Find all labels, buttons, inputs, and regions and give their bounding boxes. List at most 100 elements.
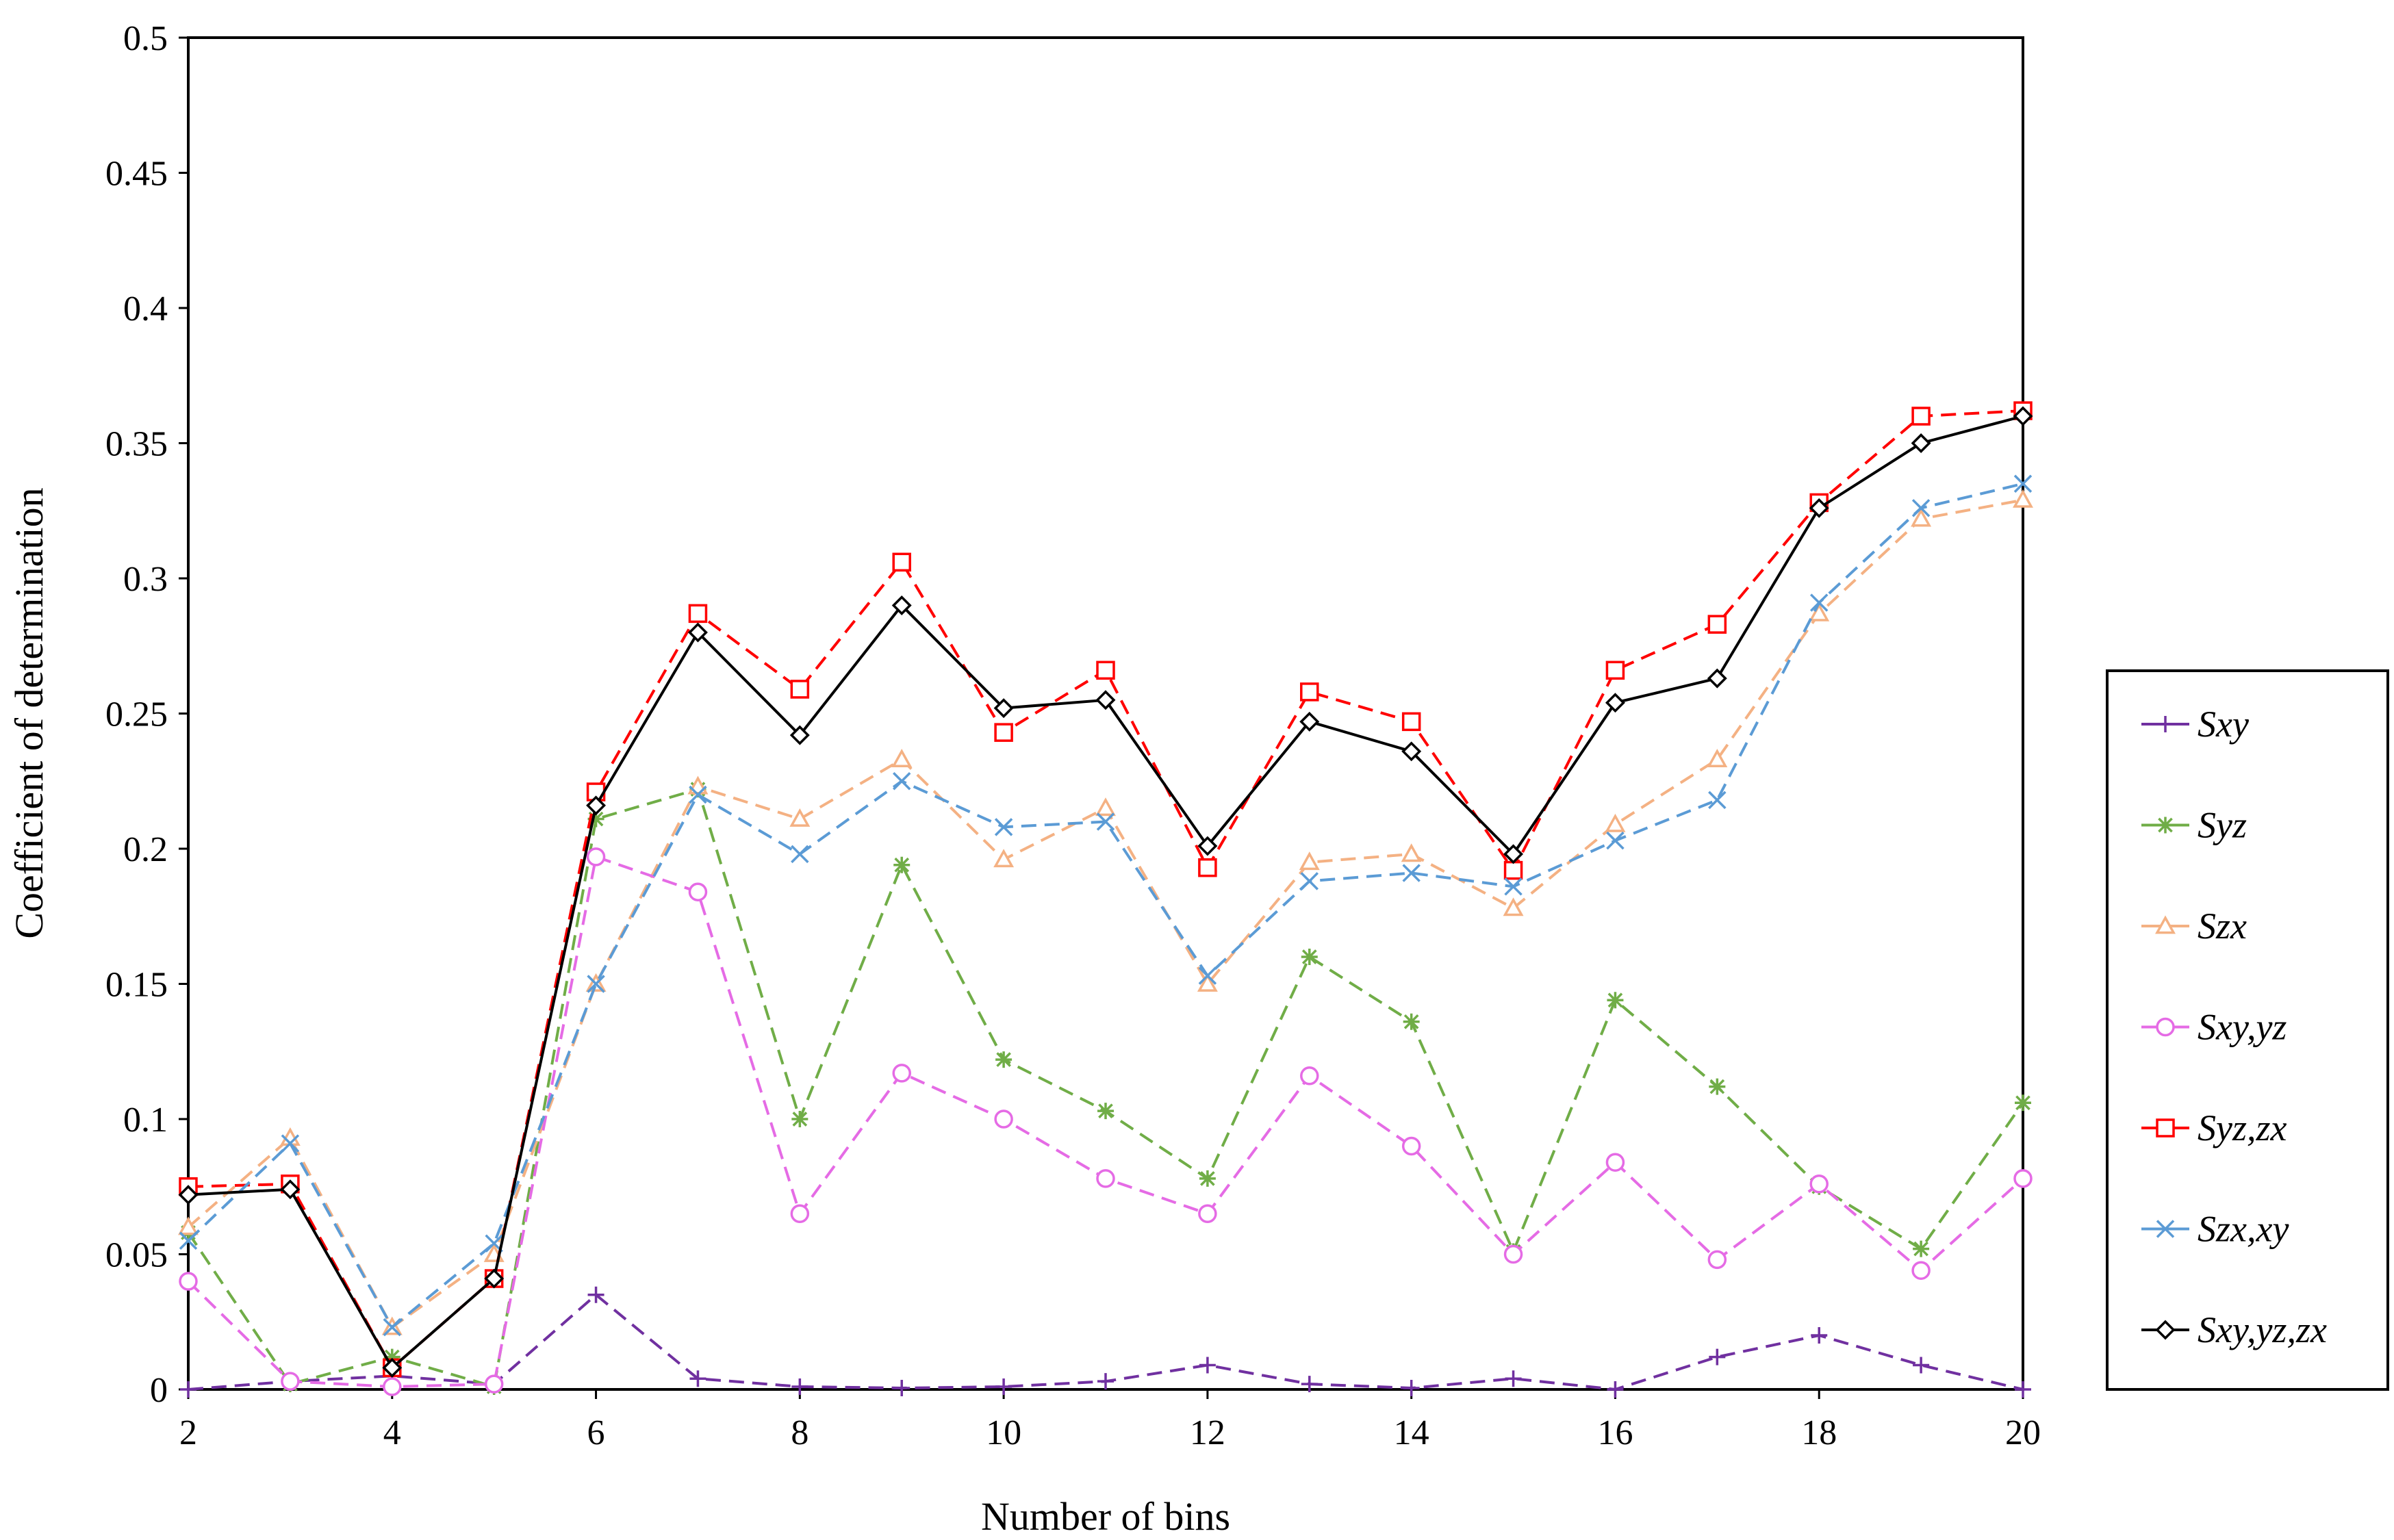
data-point: [994, 1109, 1013, 1129]
y-tick-label: 0.3: [123, 560, 168, 599]
data-point: [892, 772, 911, 791]
data-point: [791, 845, 809, 864]
x-tick-label: 8: [791, 1413, 808, 1452]
data-point: [791, 1111, 808, 1127]
data-point: [1095, 797, 1116, 817]
data-point: [1301, 949, 1318, 965]
data-point: [2013, 1169, 2033, 1188]
data-point: [1300, 872, 1319, 890]
legend-marker: [2156, 1220, 2175, 1238]
data-point: [1606, 831, 1625, 850]
data-point: [995, 1378, 1013, 1396]
legend-marker: [2155, 1320, 2176, 1340]
y-tick-label: 0.35: [105, 425, 168, 464]
data-point: [1809, 602, 1830, 621]
data-point: [1503, 860, 1523, 880]
legend-item: Szx,xy: [2141, 1209, 2289, 1250]
data-point: [789, 725, 810, 745]
data-point: [1911, 499, 1931, 517]
legend-label: Sxy,yz,zx: [2198, 1309, 2327, 1350]
data-point: [892, 1064, 911, 1083]
data-point: [1096, 812, 1115, 831]
data-point: [1197, 973, 1218, 992]
data-point: [993, 698, 1014, 719]
data-point: [1198, 858, 1217, 877]
data-point: [382, 1357, 403, 1378]
legend-box: [2106, 669, 2389, 1391]
data-point: [178, 1216, 199, 1235]
y-tick-label: 0.15: [105, 966, 168, 1005]
data-point: [1605, 660, 1625, 680]
data-point: [892, 552, 911, 572]
data-point: [1299, 711, 1320, 732]
data-point: [1097, 1103, 1114, 1120]
data-point: [891, 595, 912, 615]
y-tick-label: 0.2: [123, 830, 168, 869]
x-tick-label: 16: [1597, 1413, 1633, 1452]
data-point: [1707, 1250, 1727, 1270]
data-point: [281, 1372, 300, 1391]
data-point: [586, 847, 606, 867]
x-axis-ticks: 2 4 6 8 10 12 14 16 18 20: [179, 1389, 2041, 1452]
data-point: [1096, 1169, 1115, 1188]
data-point: [1911, 1261, 1931, 1280]
data-point: [1809, 1175, 1829, 1194]
data-point: [280, 1179, 301, 1200]
data-point: [179, 1272, 198, 1291]
data-point: [1709, 1348, 1726, 1365]
data-point: [1605, 1153, 1625, 1172]
data-point: [688, 882, 708, 901]
series-layer: [178, 401, 2033, 1398]
x-axis-title: Number of bins: [981, 1494, 1230, 1539]
y-tick-label: 0.45: [105, 155, 168, 194]
data-point: [790, 1204, 810, 1223]
data-point: [178, 1185, 199, 1205]
data-point: [1913, 1357, 1930, 1374]
data-point: [2013, 406, 2033, 426]
data-point: [1707, 749, 1728, 767]
legend: Sxy Syz Szx Sxy,yz Syz,zx Szx,xy Sxy,yz,zx: [2106, 669, 2389, 1391]
legend-label: Szx: [2198, 906, 2247, 947]
data-point: [2013, 489, 2033, 508]
data-point: [1503, 1244, 1523, 1264]
data-point: [1197, 836, 1218, 856]
data-point: [1096, 660, 1115, 680]
data-point: [1607, 992, 1624, 1009]
data-point: [791, 1378, 808, 1396]
legend-label: Syz: [2198, 805, 2247, 846]
x-tick-label: 2: [179, 1413, 197, 1452]
data-point: [1300, 682, 1319, 702]
data-point: [1095, 690, 1116, 710]
legend-label: Sxy: [2198, 704, 2249, 745]
legend-label: Syz,zx: [2198, 1107, 2287, 1148]
data-point: [383, 1318, 402, 1337]
data-point: [1403, 1013, 1420, 1030]
legend-marker: [2156, 1017, 2175, 1037]
data-point: [1707, 668, 1727, 689]
data-point: [1199, 1170, 1216, 1187]
data-point: [790, 680, 810, 699]
data-point: [587, 1286, 604, 1303]
data-point: [1707, 615, 1727, 634]
plot-area: [187, 36, 2024, 1391]
legend-label: Szx,xy: [2198, 1209, 2289, 1250]
y-tick-label: 0.4: [123, 290, 168, 329]
data-point: [1809, 498, 1829, 518]
legend-items: Sxy Syz Szx Sxy,yz Syz,zx Szx,xy Sxy,yz,zx: [2141, 704, 2327, 1350]
x-tick-label: 12: [1190, 1413, 1225, 1452]
data-point: [1913, 1240, 1930, 1257]
data-point: [587, 810, 604, 827]
data-point: [995, 1051, 1013, 1068]
data-point: [1503, 897, 1524, 916]
data-point: [893, 1380, 911, 1397]
x-tick-label: 18: [1801, 1413, 1837, 1452]
data-point: [1299, 851, 1320, 871]
data-point: [1607, 1381, 1624, 1398]
legend-marker: [2157, 817, 2174, 834]
data-point: [893, 856, 911, 873]
data-point: [688, 604, 708, 624]
data-point: [994, 818, 1013, 836]
data-point: [687, 622, 708, 643]
legend-marker: [2156, 1118, 2175, 1138]
data-point: [1300, 1066, 1319, 1086]
